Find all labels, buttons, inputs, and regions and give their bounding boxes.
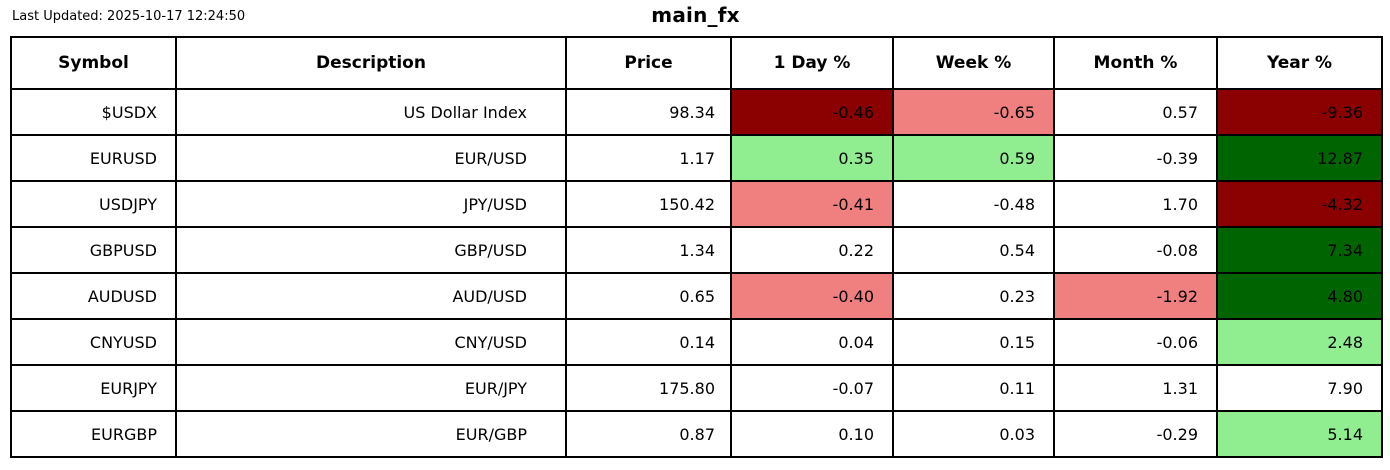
pct-change-cell: -0.41 [730, 180, 894, 228]
pct-change-cell: -1.92 [1053, 272, 1218, 320]
pct-change-cell: -0.06 [1053, 318, 1218, 366]
pct-change-cell: -4.32 [1216, 180, 1383, 228]
table-row: CNYUSD CNY/USD 0.14 0.04 0.15 -0.06 2.48 [10, 318, 1383, 366]
table-row: EURGBP EUR/GBP 0.87 0.10 0.03 -0.29 5.14 [10, 410, 1383, 458]
header-row: Symbol Description Price 1 Day % Week % Month… [10, 36, 1383, 90]
pct-change-cell: -0.46 [730, 88, 894, 136]
page-title: main_fx [651, 3, 740, 27]
price-cell: 150.42 [565, 180, 732, 228]
symbol-cell: EURGBP [10, 410, 177, 458]
pct-change-cell: 1.70 [1053, 180, 1218, 228]
pct-change-cell: -0.40 [730, 272, 894, 320]
table-row: EURUSD EUR/USD 1.17 0.35 0.59 -0.39 12.87 [10, 134, 1383, 182]
fx-table: Symbol Description Price 1 Day % Week % Month… [10, 36, 1383, 458]
pct-change-cell: 0.11 [892, 364, 1055, 412]
pct-change-cell: 12.87 [1216, 134, 1383, 182]
pct-change-cell: 7.34 [1216, 226, 1383, 274]
pct-change-cell: 2.48 [1216, 318, 1383, 366]
pct-change-cell: 0.54 [892, 226, 1055, 274]
pct-change-cell: 0.59 [892, 134, 1055, 182]
price-cell: 0.87 [565, 410, 732, 458]
price-cell: 98.34 [565, 88, 732, 136]
table-row: EURJPY EUR/JPY 175.80 -0.07 0.11 1.31 7.90 [10, 364, 1383, 412]
price-cell: 1.34 [565, 226, 732, 274]
pct-change-cell: 7.90 [1216, 364, 1383, 412]
symbol-cell: $USDX [10, 88, 177, 136]
pct-change-cell: 0.10 [730, 410, 894, 458]
pct-change-cell: 0.22 [730, 226, 894, 274]
pct-change-cell: 0.35 [730, 134, 894, 182]
pct-change-cell: 4.80 [1216, 272, 1383, 320]
table-row: $USDX US Dollar Index 98.34 -0.46 -0.65 0.57-… [10, 88, 1383, 136]
column-header: Week % [892, 36, 1055, 90]
pct-change-cell: -9.36 [1216, 88, 1383, 136]
column-header: Price [565, 36, 732, 90]
last-updated-label: Last Updated: 2025-10-17 12:24:50 [12, 9, 246, 24]
symbol-cell: AUDUSD [10, 272, 177, 320]
symbol-cell: CNYUSD [10, 318, 177, 366]
fx-table-body: $USDX US Dollar Index 98.34 -0.46 -0.65 0.57-… [10, 88, 1383, 458]
pct-change-cell: -0.08 [1053, 226, 1218, 274]
description-cell: EUR/JPY [175, 364, 567, 412]
symbol-cell: GBPUSD [10, 226, 177, 274]
pct-change-cell: -0.39 [1053, 134, 1218, 182]
pct-change-cell: 0.04 [730, 318, 894, 366]
pct-change-cell: -0.07 [730, 364, 894, 412]
column-header: Year % [1216, 36, 1383, 90]
symbol-cell: EURJPY [10, 364, 177, 412]
column-header: Symbol [10, 36, 177, 90]
pct-change-cell: -0.65 [892, 88, 1055, 136]
column-header: Month % [1053, 36, 1218, 90]
pct-change-cell: -0.48 [892, 180, 1055, 228]
pct-change-cell: 0.57 [1053, 88, 1218, 136]
table-row: USDJPY JPY/USD 150.42 -0.41 -0.48 1.70 -4.32 [10, 180, 1383, 228]
description-cell: EUR/USD [175, 134, 567, 182]
pct-change-cell: 1.31 [1053, 364, 1218, 412]
column-header: 1 Day % [730, 36, 894, 90]
symbol-cell: USDJPY [10, 180, 177, 228]
pct-change-cell: 0.23 [892, 272, 1055, 320]
description-cell: JPY/USD [175, 180, 567, 228]
pct-change-cell: 5.14 [1216, 410, 1383, 458]
table-row: GBPUSD GBP/USD 1.34 0.22 0.54 -0.08 7.34 [10, 226, 1383, 274]
symbol-cell: EURUSD [10, 134, 177, 182]
price-cell: 0.65 [565, 272, 732, 320]
pct-change-cell: 0.15 [892, 318, 1055, 366]
price-cell: 175.80 [565, 364, 732, 412]
description-cell: AUD/USD [175, 272, 567, 320]
description-cell: EUR/GBP [175, 410, 567, 458]
description-cell: CNY/USD [175, 318, 567, 366]
pct-change-cell: -0.29 [1053, 410, 1218, 458]
description-cell: GBP/USD [175, 226, 567, 274]
table-row: AUDUSD AUD/USD 0.65 -0.40 0.23 -1.92 4.80 [10, 272, 1383, 320]
pct-change-cell: 0.03 [892, 410, 1055, 458]
price-cell: 1.17 [565, 134, 732, 182]
description-cell: US Dollar Index [175, 88, 567, 136]
price-cell: 0.14 [565, 318, 732, 366]
column-header: Description [175, 36, 567, 90]
